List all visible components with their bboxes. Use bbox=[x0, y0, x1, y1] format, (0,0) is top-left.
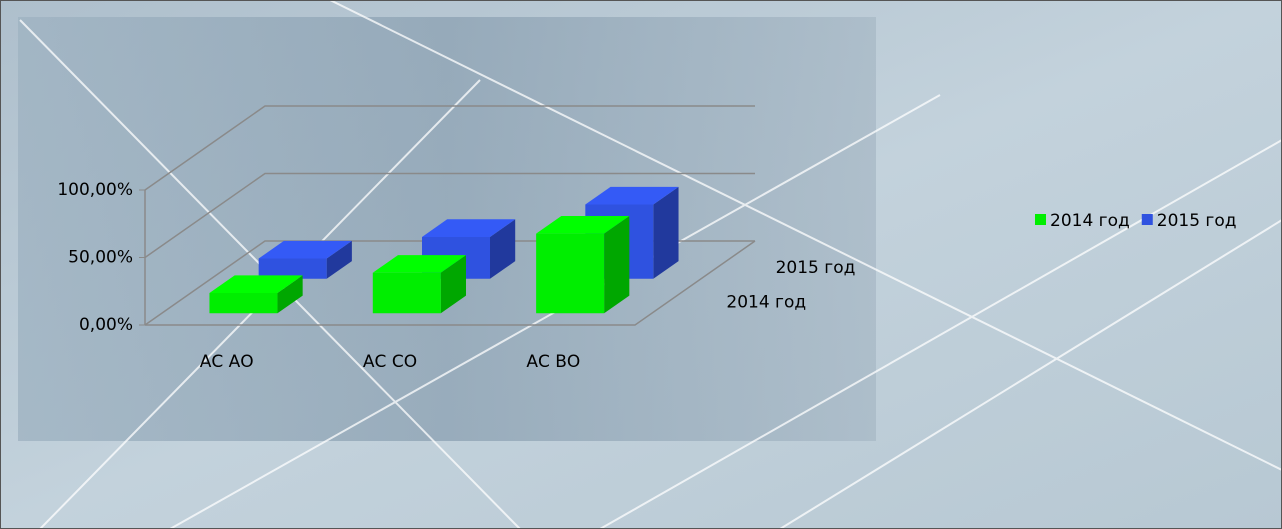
x-tick-label: АС СО bbox=[363, 352, 417, 372]
legend-swatch bbox=[1141, 214, 1153, 225]
bar-top bbox=[585, 186, 679, 205]
legend-label: 2015 год bbox=[1157, 211, 1237, 231]
bar bbox=[536, 215, 630, 314]
y-tick-label: 100,00% bbox=[57, 180, 133, 200]
legend-swatch bbox=[1035, 214, 1046, 225]
bar-top bbox=[209, 275, 303, 293]
bar-top bbox=[536, 215, 630, 234]
legend-label: 2014 год bbox=[1050, 211, 1130, 231]
floor-edge bbox=[145, 240, 756, 326]
bar-side bbox=[277, 275, 303, 314]
bar-front bbox=[209, 292, 278, 314]
bar-top bbox=[422, 219, 516, 237]
depth-label: 2014 год bbox=[726, 292, 806, 312]
bar-side bbox=[440, 255, 466, 314]
bar-side bbox=[490, 219, 516, 279]
bar bbox=[209, 275, 303, 314]
x-tick-label: АС АО bbox=[200, 352, 254, 372]
bar bbox=[258, 240, 352, 279]
depth-label: 2015 год bbox=[776, 258, 856, 278]
y-tick-label: 0,00% bbox=[79, 315, 133, 335]
grid-line bbox=[144, 105, 755, 191]
bar-front bbox=[258, 258, 327, 279]
bar-top bbox=[372, 255, 466, 273]
bar-front bbox=[536, 233, 605, 314]
bar-side bbox=[326, 240, 352, 279]
bar-side bbox=[604, 215, 630, 314]
bar-side bbox=[653, 186, 679, 279]
x-tick-label: АС ВО bbox=[526, 352, 580, 372]
bar bbox=[372, 255, 466, 314]
bar-top bbox=[258, 240, 352, 259]
y-tick-label: 50,00% bbox=[68, 248, 133, 268]
grid-line bbox=[144, 172, 755, 259]
bar-front bbox=[372, 272, 441, 314]
